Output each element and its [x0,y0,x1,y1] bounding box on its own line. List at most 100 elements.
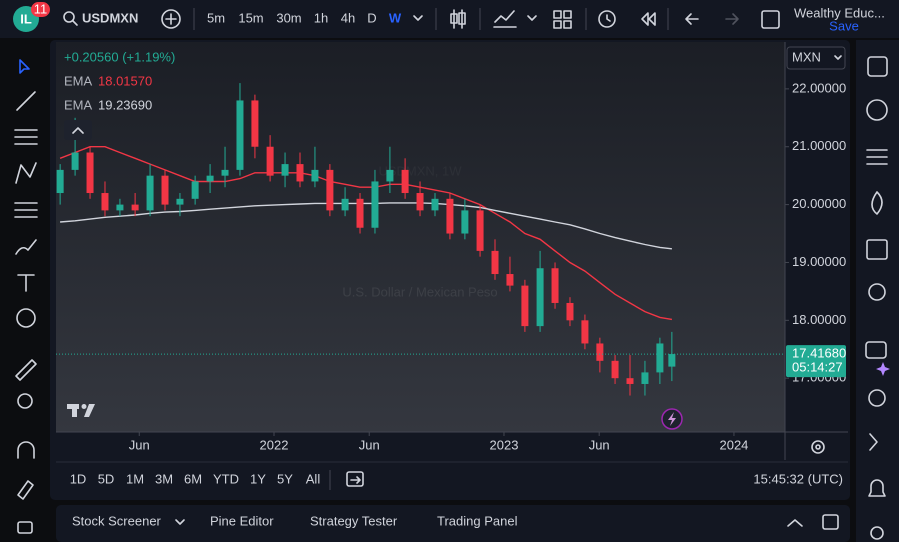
range-button[interactable]: 5Y [277,471,293,486]
add-symbol-icon[interactable] [161,9,181,29]
plot-layer [56,83,785,396]
range-button[interactable]: 5D [98,471,115,486]
candle-body [371,181,379,228]
notifications-button[interactable] [868,479,886,497]
fullscreen-icon[interactable] [761,10,780,29]
watermark-symbol: USDMXN, 1W [378,163,462,178]
range-button[interactable]: 6M [184,471,202,486]
interval-button[interactable]: W [389,10,402,25]
y-tick-label: 22.00000 [792,80,846,95]
redo-icon[interactable] [725,13,739,25]
magnet-tool[interactable] [17,441,35,459]
chart-type-icon[interactable] [450,9,466,29]
screener-dropdown[interactable] [175,519,185,525]
account-name[interactable]: Wealthy Educ... [794,5,885,20]
candle-body [461,210,469,234]
measure-tool[interactable] [15,359,37,381]
trend-line-tool[interactable] [16,91,36,111]
help-button[interactable] [870,526,884,540]
candle-body [416,193,424,211]
range-button[interactable]: 1D [70,471,87,486]
layout-icon[interactable] [553,10,572,29]
interval-dropdown[interactable] [413,15,423,21]
search-icon[interactable] [63,11,78,26]
candle-body [326,169,334,211]
stream-button[interactable] [869,433,878,451]
range-button[interactable]: YTD [213,471,239,486]
restore-panel[interactable] [822,514,839,530]
candle-body [281,164,289,176]
range-button[interactable]: All [306,471,321,486]
axis-layer: 17.0000018.0000019.0000020.0000021.00000… [129,80,846,452]
maximize-panel[interactable] [787,519,803,527]
fib-tool[interactable] [14,129,38,145]
currency-button[interactable] [786,46,846,70]
chat-button[interactable] [865,341,887,359]
panel-tab[interactable]: Strategy Tester [310,513,398,528]
date-range-icon[interactable] [346,471,364,487]
ideas-button[interactable] [868,283,886,301]
object-tree-button[interactable] [866,149,888,165]
candle-body [446,198,454,234]
lock-drawings-tool[interactable] [17,480,34,500]
interval-button[interactable]: 15m [238,10,263,25]
text-tool[interactable] [17,274,35,292]
candle-body [626,378,634,384]
panel-tab[interactable]: Trading Panel [437,513,518,528]
panel-tab[interactable]: Stock Screener [72,513,162,528]
zoom-tool[interactable] [17,393,33,409]
badge [31,2,50,17]
change: +0.20560 (+1.19%) [64,49,175,64]
interval-button[interactable]: D [367,10,376,25]
interval-button[interactable]: 4h [341,10,355,25]
range-button[interactable]: 1Y [250,471,266,486]
candle-body [581,320,589,344]
candle-body [611,360,619,379]
right-toolbar [865,56,888,540]
right-sidebar [856,40,899,542]
calendar-button[interactable] [866,239,888,260]
alerts-button[interactable] [866,99,888,121]
interval-button[interactable]: 5m [207,10,225,25]
pattern-tool[interactable] [15,162,37,184]
emoji-tool[interactable] [16,308,36,328]
symbol[interactable]: USDMXN [82,10,138,25]
candle-body [161,175,169,205]
candle-body [266,146,274,176]
lock-tool[interactable] [17,521,33,534]
candle-body [596,343,604,361]
candle-body [641,372,649,384]
candle-body [146,175,154,211]
undo-icon[interactable] [685,13,699,25]
collapse-icon [72,127,84,134]
plot-area [56,42,785,432]
range-button[interactable]: 3M [155,471,173,486]
assistant-button[interactable] [868,389,886,407]
bottom-panel [56,505,850,542]
collapse-button[interactable] [64,120,92,140]
watchlist-button[interactable] [867,56,888,77]
interval-button[interactable]: 30m [276,10,301,25]
alert-icon[interactable] [598,10,616,28]
legend: EMA 18.01570 EMA 19.23690 [64,73,152,112]
hotlists-button[interactable] [871,191,883,215]
interval-list: 5m 15m 30m 1h 4h D W [207,10,402,25]
replay-icon[interactable] [641,12,656,26]
cursor-tool[interactable] [19,59,30,74]
settings-icon[interactable] [811,440,825,454]
ema-line [60,202,672,250]
candle-body [566,302,574,321]
save-button[interactable]: Save [829,18,859,33]
indicators-icon[interactable] [493,10,517,28]
indicators-dropdown[interactable] [527,15,537,21]
interval-button[interactable]: 1h [314,10,328,25]
candle-body [341,198,349,211]
panel-tab[interactable]: Pine Editor [210,513,274,528]
logo-mark: IL [20,11,32,26]
prediction-tool[interactable] [14,202,38,218]
brush-tool[interactable] [15,239,37,255]
y-tick-label: 19.00000 [792,254,846,269]
clock[interactable]: 15:45:32 (UTC) [753,471,843,486]
range-button[interactable]: 1M [126,471,144,486]
